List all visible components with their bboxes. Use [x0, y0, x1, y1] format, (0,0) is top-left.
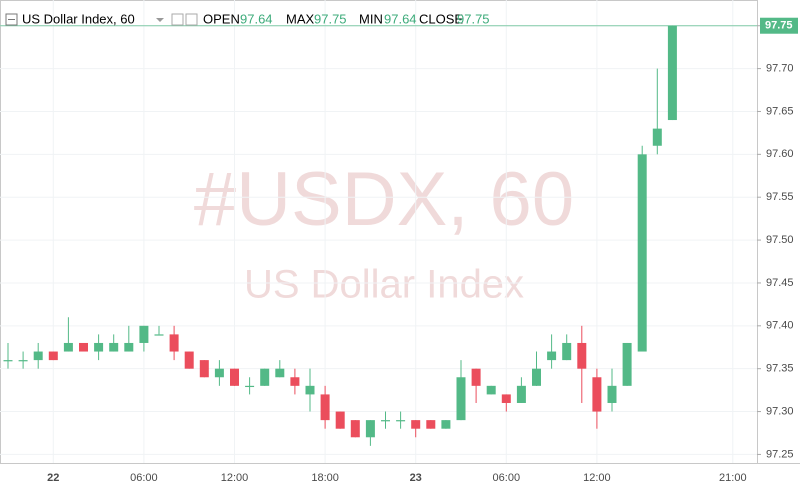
last-price-label: 97.75 [765, 20, 793, 32]
candle-body [290, 377, 300, 386]
candle-body [516, 385, 526, 403]
candle-body [365, 420, 375, 438]
candle-body [260, 368, 270, 386]
x-tick-label: 22 [47, 472, 59, 484]
candle-body [275, 368, 285, 378]
candle-body [547, 351, 557, 361]
low-label: MIN [359, 11, 383, 26]
y-tick-label: 97.25 [766, 448, 794, 460]
y-tick-label: 97.55 [766, 191, 794, 203]
candle-body [667, 25, 677, 121]
candle-body [562, 342, 572, 361]
candle-body [139, 325, 149, 343]
candle-body [441, 420, 451, 429]
y-tick-label: 97.60 [766, 148, 794, 160]
candle-body [214, 368, 224, 378]
candle-body [577, 342, 587, 369]
candle-body [426, 420, 436, 429]
x-tick-label: 06:00 [130, 472, 158, 484]
candle-body [169, 334, 179, 352]
candle-body [79, 342, 88, 352]
x-tick-label: 06:00 [493, 472, 521, 484]
collapse-icon[interactable] [5, 13, 18, 26]
low-value: 97.64 [384, 11, 417, 26]
candle-body [532, 368, 541, 386]
high-value: 97.75 [314, 11, 347, 26]
y-tick-label: 97.65 [766, 105, 794, 117]
candle-body [63, 342, 73, 352]
symbol-title[interactable]: US Dollar Index, 60 [22, 11, 135, 26]
candle-body [124, 342, 134, 352]
candle-body [305, 385, 315, 395]
close-label: CLOSE [419, 11, 463, 26]
x-tick-label: 18:00 [311, 472, 339, 484]
candle-body [230, 368, 239, 386]
candle-body [637, 154, 647, 352]
candle-body [456, 377, 466, 421]
candle-body [154, 334, 164, 336]
y-tick-label: 97.50 [766, 234, 794, 246]
candle-body [501, 394, 511, 403]
candle-body [335, 411, 345, 429]
x-tick-label: 23 [410, 472, 422, 484]
candle-body [592, 377, 602, 412]
watermark-subtitle: US Dollar Index [244, 263, 524, 307]
candle-body [3, 360, 13, 362]
candle-body [396, 420, 406, 422]
gear-icon[interactable] [185, 13, 198, 26]
candle-body [33, 351, 43, 361]
candle-body [471, 368, 481, 386]
y-tick-label: 97.70 [766, 62, 794, 74]
candle-body [411, 420, 421, 429]
open-label: OPEN [203, 11, 240, 26]
open-value: 97.64 [240, 11, 273, 26]
high-label: MAX [286, 11, 315, 26]
y-tick-label: 97.45 [766, 277, 794, 289]
candle-body [622, 342, 632, 386]
y-tick-label: 97.35 [766, 363, 794, 375]
candle-body [109, 342, 119, 352]
x-tick-label: 21:00 [719, 472, 747, 484]
candle-body [184, 351, 194, 369]
candle-body [486, 385, 496, 395]
close-value: 97.75 [457, 11, 490, 26]
candle-body [245, 385, 255, 388]
candle-body [652, 128, 662, 146]
candle-body [607, 385, 617, 403]
y-tick-label: 97.40 [766, 320, 794, 332]
candle-body [48, 351, 58, 361]
candle-body [94, 342, 104, 352]
candle-body [381, 420, 390, 422]
settings-icon[interactable] [171, 13, 184, 26]
candle-body [350, 420, 360, 438]
y-tick-label: 97.30 [766, 405, 794, 417]
candle-body [18, 360, 28, 362]
x-tick-label: 12:00 [221, 472, 249, 484]
watermark: #USDX, 60 [194, 157, 574, 242]
last-price-box [760, 17, 798, 34]
candle-body [320, 394, 330, 421]
x-tick-label: 12:00 [583, 472, 611, 484]
candle-body [199, 360, 209, 378]
dropdown-arrow[interactable] [156, 18, 164, 22]
